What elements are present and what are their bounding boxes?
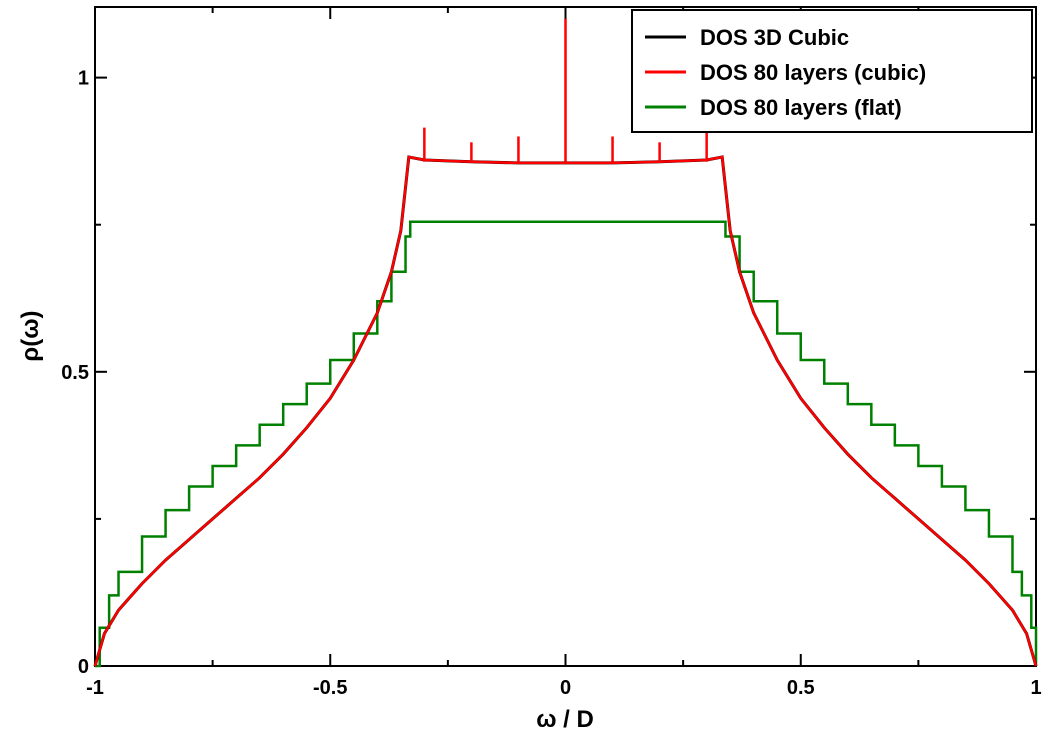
x-tick-label: 0.5 [787,677,815,699]
legend-label-layers-cubic: DOS 80 layers (cubic) [700,60,926,85]
x-tick-label: -0.5 [313,677,347,699]
x-tick-label: 0 [560,677,571,699]
x-tick-label: 1 [1030,677,1041,699]
legend-label-layers-flat: DOS 80 layers (flat) [700,95,902,120]
y-axis-label: ρ(ω) [17,310,44,361]
legend-box [631,9,1033,133]
x-axis-label: ω / D [536,706,594,733]
y-tick-label: 0.5 [61,362,89,384]
tick-labels: -1 -0.5 0 0.5 1 0 0.5 1 [61,68,1041,699]
series-line-0 [93,155,1038,667]
series-line-1 [93,155,1038,667]
legend: DOS 3D Cubic DOS 80 layers (cubic) DOS 8… [631,9,1033,133]
y-tick-label: 1 [78,68,89,90]
x-tick-label: -1 [86,677,104,699]
series-layer [93,18,1038,668]
series-line-2 [95,220,1038,668]
y-tick-label: 0 [78,656,89,678]
legend-label-cubic3d: DOS 3D Cubic [700,25,849,50]
